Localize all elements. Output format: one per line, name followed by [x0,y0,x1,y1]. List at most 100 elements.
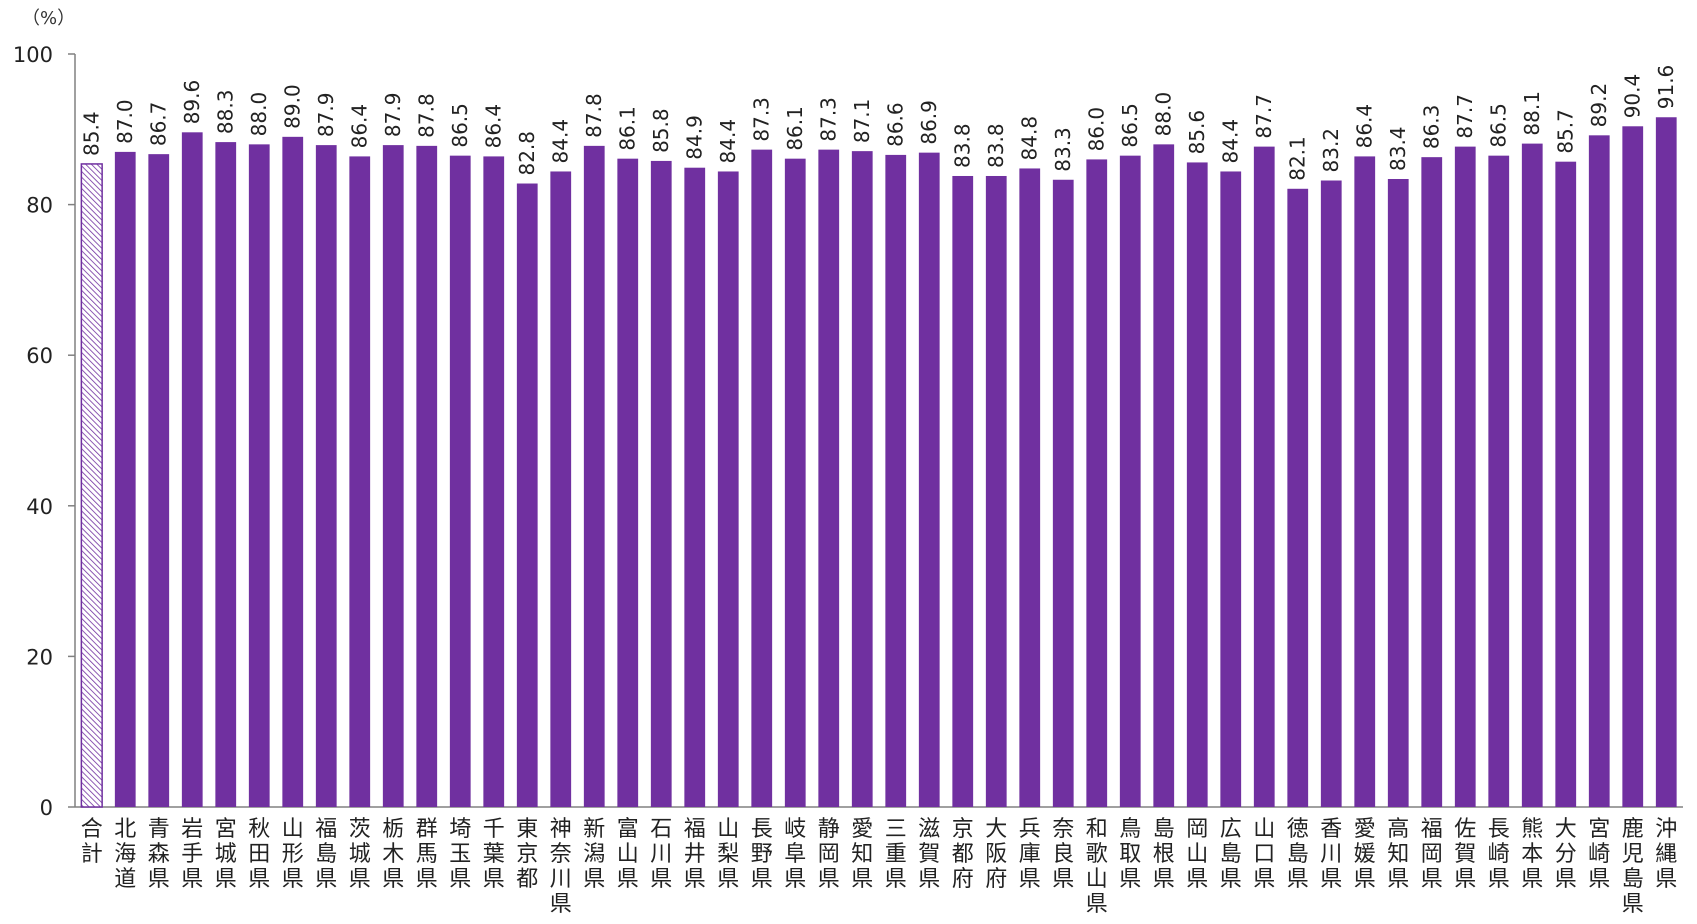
category-label: 福井県 [684,817,706,892]
data-label: 86.7 [147,102,171,147]
data-label: 84.8 [1018,116,1042,161]
data-label: 87.7 [1252,94,1276,139]
bar [1421,157,1443,807]
category-label: 兵庫県 [1019,817,1041,892]
bar [416,145,438,808]
category-label: 宮城県 [215,817,237,892]
bar [1555,161,1577,807]
bar [1186,162,1208,807]
category-label: 大阪府 [985,817,1007,892]
bar [952,175,974,808]
bar [449,155,471,807]
bar [1387,178,1409,808]
category-label: 熊本県 [1521,817,1543,892]
data-label: 86.1 [783,106,807,151]
bar [148,154,170,808]
category-label: 広島県 [1220,817,1242,892]
category-label: 新潟県 [583,817,605,892]
category-label: 福島県 [315,817,337,892]
data-label: 88.0 [247,92,271,137]
data-label: 85.7 [1554,109,1578,154]
category-label: 大分県 [1555,817,1577,892]
category-label: 奈良県 [1052,817,1074,892]
category-label: 鹿児島県 [1622,817,1644,917]
data-label: 87.9 [381,93,405,138]
data-label: 86.1 [616,106,640,151]
data-label: 88.1 [1520,91,1544,136]
y-unit-label: （%） [22,8,75,29]
category-label: 宮崎県 [1588,817,1610,892]
category-label: 山梨県 [717,817,739,892]
data-label: 87.3 [750,97,774,142]
category-label: 徳島県 [1287,817,1309,892]
category-label: 岐阜県 [784,817,806,892]
category-label: 福岡県 [1421,817,1443,892]
category-label: 千葉県 [483,817,505,892]
bar [1019,168,1041,807]
category-label: 長野県 [751,817,773,892]
category-label: 群馬県 [416,817,438,892]
bar [784,158,806,808]
bar [1655,117,1677,807]
data-label: 86.5 [1118,103,1142,148]
bar [1253,146,1275,807]
category-label: 北海道 [114,817,136,892]
bar [315,145,337,807]
category-label: 和歌山県 [1086,817,1108,917]
data-label: 84.4 [1219,119,1243,164]
data-label: 87.3 [817,97,841,142]
bar [617,158,639,808]
category-label: 香川県 [1320,817,1342,892]
bar [985,175,1007,808]
category-label: 愛媛県 [1354,817,1376,892]
data-label: 88.0 [1152,92,1176,137]
bar [282,136,304,807]
data-label: 87.1 [850,99,874,144]
bar [1488,155,1510,807]
bar [349,156,371,807]
data-label: 84.4 [549,119,573,164]
bar [1052,179,1074,808]
bar [583,145,605,808]
bar [1521,143,1543,807]
bar [1086,159,1108,808]
data-label: 83.8 [951,123,975,168]
bar [248,144,270,808]
category-label: 栃木県 [382,817,404,892]
data-label: 87.7 [1453,94,1477,139]
category-label: 静岡県 [818,817,840,892]
bar [114,151,136,807]
data-label: 86.3 [1420,105,1444,150]
category-label: 石川県 [650,817,672,892]
bar [885,154,907,808]
y-tick-label: 80 [26,194,53,218]
data-label: 87.0 [113,99,137,144]
category-label: 神奈川県 [550,817,572,917]
bar [1320,180,1342,807]
bar [1287,188,1309,808]
data-label: 83.8 [984,123,1008,168]
y-tick-label: 100 [13,43,53,67]
bar [818,149,840,808]
y-tick-label: 20 [26,645,53,669]
data-label: 82.8 [515,131,539,176]
data-label: 83.4 [1386,126,1410,171]
category-label: 三重県 [885,817,907,892]
category-label: 愛知県 [851,817,873,892]
category-label: 滋賀県 [918,817,940,892]
bar [1119,155,1141,807]
data-label: 87.9 [314,93,338,138]
bar-total [80,163,103,808]
bar [1354,156,1376,807]
category-label: 長崎県 [1488,817,1510,892]
bar [1622,126,1644,807]
bar [751,149,773,808]
data-labels: 85.4 87.0 86.7 89.6 88.3 88.0 89.0 87.9 86.4 87.9… [80,65,1679,181]
bar [918,152,940,807]
category-label: 茨城県 [349,817,371,892]
bar [1153,144,1175,808]
category-label: 沖縄県 [1655,817,1677,892]
bar [181,132,203,807]
data-label: 84.9 [683,115,707,160]
